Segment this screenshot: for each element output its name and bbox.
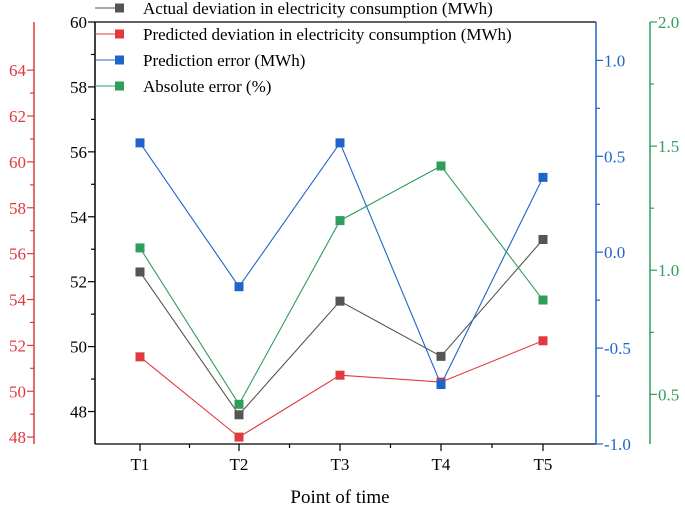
tick-label: 60 (70, 13, 87, 32)
outer-right-axis: 0.5 1.0 1.5 2.0 (649, 13, 679, 444)
tick-label: 58 (9, 199, 26, 218)
tick-label: 56 (9, 245, 26, 264)
x-axis: T1 T2 T3 T4 T5 Point of time (131, 444, 553, 508)
tick-label: 2.0 (658, 13, 679, 32)
data-point (234, 399, 244, 409)
data-point (135, 352, 145, 362)
tick-label: 1.5 (658, 137, 679, 156)
series-line (139, 239, 544, 416)
inner-left-axis: 48 50 52 54 56 58 60 (70, 13, 96, 444)
x-tick-label: T2 (230, 455, 249, 474)
legend-label: Predicted deviation in electricity consu… (143, 25, 512, 44)
series-line (139, 165, 544, 406)
data-point (234, 410, 244, 420)
outer-left-axis: 48 50 52 54 56 58 60 62 64 (9, 22, 35, 447)
tick-label: 1.0 (604, 51, 625, 70)
data-point (135, 267, 145, 277)
data-point (234, 282, 244, 292)
tick-label: 0.5 (658, 385, 679, 404)
data-point (335, 296, 345, 306)
legend-label: Absolute error (%) (143, 77, 271, 96)
x-tick-label: T1 (131, 455, 150, 474)
data-point (538, 234, 548, 244)
tick-label: -0.5 (604, 339, 631, 358)
series-4 (135, 161, 548, 409)
tick-label: 62 (9, 107, 26, 126)
data-point (436, 380, 446, 390)
data-point (335, 370, 345, 380)
x-tick-label: T4 (432, 455, 451, 474)
tick-label: 52 (70, 273, 87, 292)
x-tick-label: T5 (534, 455, 553, 474)
legend-marker (115, 81, 124, 91)
tick-label: 48 (9, 428, 26, 447)
tick-label: 60 (9, 153, 26, 172)
tick-label: 50 (9, 382, 26, 401)
series-2 (135, 336, 548, 442)
data-point (135, 243, 145, 253)
data-point (135, 138, 145, 148)
tick-label: 54 (9, 291, 27, 310)
tick-label: -1.0 (604, 435, 631, 454)
series-3 (135, 138, 548, 390)
data-point (234, 432, 244, 442)
data-point (538, 295, 548, 305)
inner-right-axis: -1.0 -0.5 0.0 0.5 1.0 (595, 22, 631, 454)
tick-label: 64 (9, 61, 27, 80)
tick-label: 1.0 (658, 261, 679, 280)
tick-label: 48 (70, 403, 87, 422)
data-point (436, 351, 446, 361)
tick-label: 58 (70, 78, 87, 97)
tick-label: 50 (70, 338, 87, 357)
legend-marker (115, 3, 124, 13)
legend-marker (115, 29, 124, 39)
tick-label: 0.5 (604, 147, 625, 166)
legend: Actual deviation in electricity consumpt… (95, 0, 512, 96)
legend-label: Actual deviation in electricity consumpt… (143, 0, 493, 18)
data-point (436, 161, 446, 171)
series-line (139, 340, 544, 438)
series-1 (135, 234, 548, 420)
tick-label: 0.0 (604, 243, 625, 262)
tick-label: 56 (70, 143, 87, 162)
legend-label: Prediction error (MWh) (143, 51, 305, 70)
tick-label: 54 (70, 208, 88, 227)
data-point (335, 216, 345, 226)
tick-label: 52 (9, 336, 26, 355)
series-line (139, 141, 544, 386)
data-point (538, 336, 548, 346)
x-tick-label: T3 (331, 455, 350, 474)
x-axis-title: Point of time (290, 487, 389, 508)
legend-marker (115, 55, 124, 65)
data-point (335, 138, 345, 148)
data-point (538, 172, 548, 182)
